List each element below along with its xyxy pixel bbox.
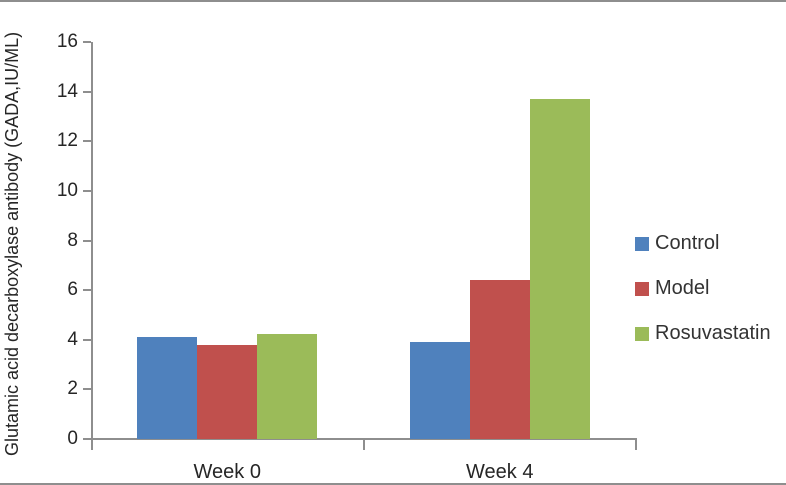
y-tick-label: 6	[67, 279, 78, 301]
bar-model-week-0	[197, 344, 258, 439]
bar-rosuvastatin-week-4	[529, 99, 590, 439]
legend-item-control: Control	[635, 232, 719, 255]
y-tick-label: 12	[56, 130, 78, 152]
y-tick-label: 0	[67, 428, 78, 449]
x-axis-tick	[635, 438, 637, 450]
legend-label: Control	[655, 232, 720, 254]
y-tick-label: 8	[67, 229, 78, 251]
category-label-week-0: Week 0	[193, 461, 261, 483]
y-tick-mark	[83, 90, 91, 93]
y-tick-mark	[83, 438, 91, 440]
y-tick-mark	[83, 140, 91, 143]
legend-label: Rosuvastatin	[655, 322, 771, 344]
legend-label: Model	[655, 277, 710, 299]
y-tick-label: 10	[56, 179, 78, 201]
legend-item-model: Model	[635, 277, 709, 300]
legend-swatch-model	[635, 281, 649, 296]
y-tick-mark	[83, 239, 91, 242]
bar-control-week-4	[409, 342, 470, 439]
x-axis-tick	[362, 438, 365, 450]
legend-swatch-control	[635, 236, 649, 251]
bar-control-week-0	[137, 337, 198, 439]
y-tick-label: 4	[67, 328, 78, 350]
y-tick-mark	[83, 289, 91, 292]
y-tick-label: 16	[56, 31, 78, 52]
bar-model-week-4	[469, 280, 530, 439]
y-axis-title: Glutamic acid decarboxylase antibody (GA…	[2, 31, 22, 456]
y-tick-mark	[83, 338, 91, 341]
y-axis-line	[91, 42, 93, 450]
y-tick-mark	[83, 388, 91, 391]
category-label-week-4: Week 4	[466, 461, 534, 483]
legend-item-rosuvastatin: Rosuvastatin	[635, 322, 771, 345]
y-tick-mark	[83, 41, 91, 43]
y-tick-label: 14	[56, 80, 78, 102]
legend-swatch-rosuvastatin	[635, 326, 649, 341]
bar-rosuvastatin-week-0	[257, 333, 318, 439]
y-tick-label: 2	[67, 378, 78, 400]
y-tick-mark	[83, 189, 91, 192]
